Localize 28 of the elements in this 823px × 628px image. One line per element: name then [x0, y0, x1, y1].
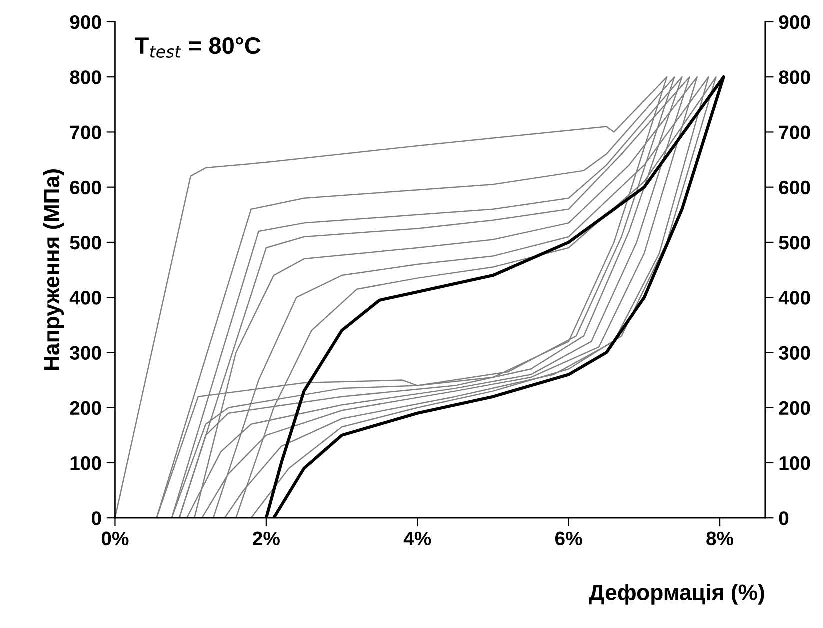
- y2-tick-label: 100: [780, 456, 810, 470]
- y-tick-label: 200: [70, 401, 102, 416]
- x-tick-label: 4%: [404, 532, 432, 546]
- y-tick-label: 100: [70, 456, 102, 470]
- y2-tick-label: 400: [778, 291, 810, 305]
- x-tick-label: 0%: [102, 532, 129, 546]
- y2-tick-label: 900: [779, 15, 810, 30]
- y-tick-label: 900: [70, 15, 102, 30]
- x-tick-label: 2%: [253, 532, 280, 546]
- x-tick-label: 6%: [555, 532, 582, 546]
- y-axis-title: Напруження (МПа): [43, 170, 64, 370]
- y-tick-label: 800: [70, 70, 102, 84]
- y2-tick-label: 600: [779, 180, 810, 195]
- annotation: T$_{test}$ = 80°C: [134, 37, 261, 58]
- y2-tick-label: 800: [779, 70, 810, 84]
- y-tick-label: 700: [70, 126, 102, 140]
- y2-tick-label: 700: [779, 126, 810, 140]
- y2-tick-label: 0: [779, 512, 789, 526]
- y-tick-label: 500: [70, 236, 102, 250]
- y-tick-label: 600: [70, 180, 102, 195]
- y-tick-label: 0: [92, 512, 102, 526]
- y-tick-label: 400: [70, 291, 102, 305]
- x-axis-title: Деформація (%): [589, 584, 764, 605]
- y2-tick-label: 300: [779, 346, 810, 360]
- x-tick-label: 8%: [706, 532, 734, 546]
- y2-tick-label: 500: [779, 236, 810, 250]
- y-tick-label: 300: [70, 346, 102, 360]
- y2-tick-label: 200: [779, 401, 810, 416]
